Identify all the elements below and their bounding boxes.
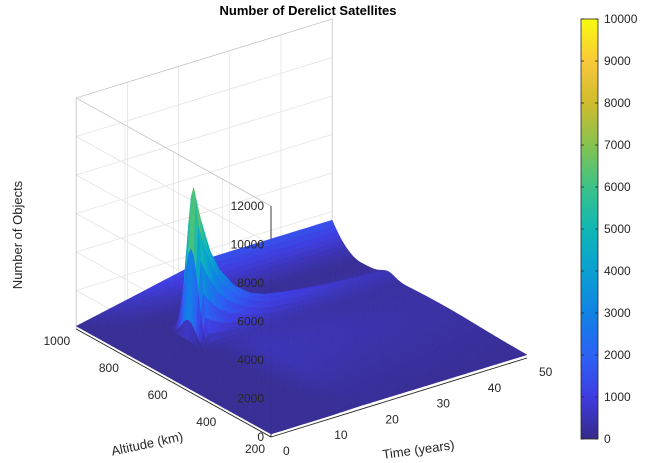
surface [76, 188, 527, 434]
z-gridline [76, 96, 332, 175]
chart-title: Number of Derelict Satellites [220, 3, 397, 18]
z-gridline [76, 58, 332, 137]
box-edge [76, 19, 332, 98]
z-gridline [76, 135, 332, 214]
